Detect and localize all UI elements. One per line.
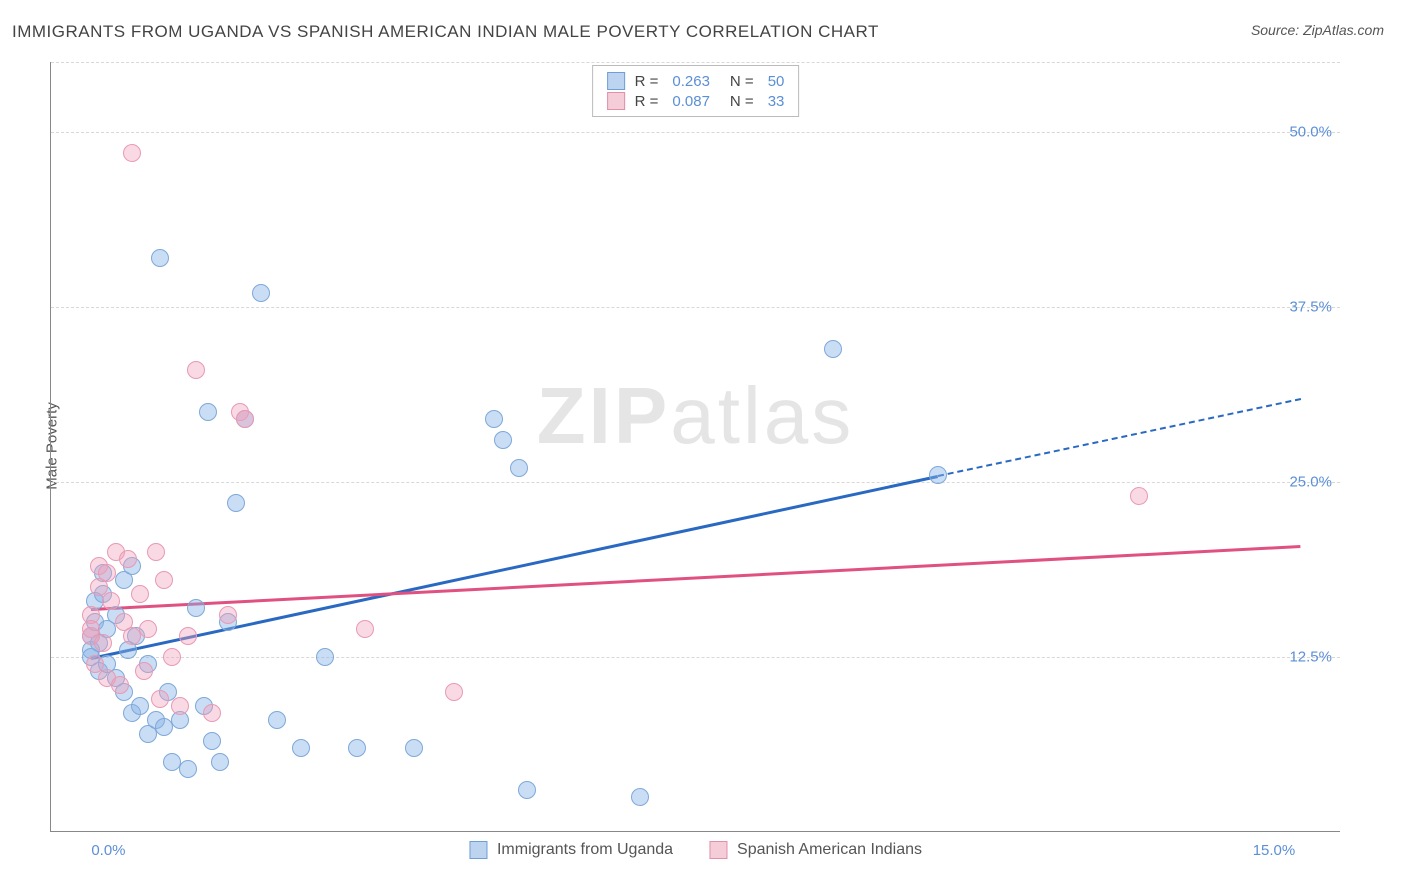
scatter-point-uganda [518, 781, 536, 799]
legend-swatch [607, 72, 625, 90]
scatter-point-uganda [631, 788, 649, 806]
scatter-point-spanish [135, 662, 153, 680]
scatter-point-uganda [292, 739, 310, 757]
watermark-bold: ZIP [537, 371, 670, 460]
gridline [51, 132, 1340, 133]
scatter-point-spanish [98, 564, 116, 582]
watermark-light: atlas [670, 371, 854, 460]
y-tick-label: 37.5% [1289, 299, 1332, 316]
trend-line-extension [938, 398, 1301, 477]
series-legend-label: Immigrants from Uganda [497, 841, 673, 859]
scatter-point-spanish [102, 592, 120, 610]
scatter-point-spanish [171, 697, 189, 715]
scatter-point-uganda [151, 249, 169, 267]
source-attribution: Source: ZipAtlas.com [1251, 22, 1384, 38]
scatter-point-spanish [119, 550, 137, 568]
scatter-point-uganda [179, 760, 197, 778]
legend-row: R = 0.263 N = 50 [607, 71, 785, 91]
scatter-point-spanish [187, 361, 205, 379]
scatter-point-uganda [485, 410, 503, 428]
x-tick-label: 15.0% [1253, 842, 1296, 859]
y-tick-label: 25.0% [1289, 474, 1332, 491]
x-tick-label: 0.0% [91, 842, 125, 859]
scatter-point-uganda [824, 340, 842, 358]
scatter-point-spanish [219, 606, 237, 624]
y-tick-label: 50.0% [1289, 124, 1332, 141]
scatter-point-uganda [268, 711, 286, 729]
scatter-point-uganda [131, 697, 149, 715]
legend-swatch [607, 92, 625, 110]
y-tick-label: 12.5% [1289, 649, 1332, 666]
scatter-point-spanish [94, 634, 112, 652]
legend-n-label: N = [730, 73, 754, 90]
gridline [51, 62, 1340, 63]
series-legend-item: Spanish American Indians [709, 841, 922, 859]
scatter-point-uganda [199, 403, 217, 421]
scatter-point-spanish [445, 683, 463, 701]
legend-n-label: N = [730, 93, 754, 110]
scatter-point-spanish [131, 585, 149, 603]
series-legend: Immigrants from Uganda Spanish American I… [469, 841, 922, 859]
scatter-point-uganda [211, 753, 229, 771]
scatter-point-spanish [1130, 487, 1148, 505]
scatter-point-spanish [163, 648, 181, 666]
scatter-point-spanish [147, 543, 165, 561]
gridline [51, 657, 1340, 658]
trend-line [91, 545, 1300, 610]
scatter-point-spanish [155, 571, 173, 589]
scatter-point-spanish [179, 627, 197, 645]
legend-swatch [469, 841, 487, 859]
chart-title: IMMIGRANTS FROM UGANDA VS SPANISH AMERIC… [12, 22, 879, 42]
legend-r-label: R = [635, 93, 659, 110]
scatter-point-uganda [405, 739, 423, 757]
legend-swatch [709, 841, 727, 859]
scatter-point-uganda [316, 648, 334, 666]
gridline [51, 482, 1340, 483]
series-legend-label: Spanish American Indians [737, 841, 922, 859]
scatter-point-spanish [236, 410, 254, 428]
legend-n-value: 33 [768, 93, 785, 110]
scatter-point-uganda [510, 459, 528, 477]
gridline [51, 307, 1340, 308]
scatter-point-spanish [139, 620, 157, 638]
scatter-point-uganda [187, 599, 205, 617]
legend-n-value: 50 [768, 73, 785, 90]
scatter-point-spanish [203, 704, 221, 722]
scatter-point-uganda [929, 466, 947, 484]
scatter-point-uganda [203, 732, 221, 750]
legend-r-value: 0.263 [672, 73, 710, 90]
scatter-point-uganda [227, 494, 245, 512]
legend-r-value: 0.087 [672, 93, 710, 110]
legend-row: R = 0.087 N = 33 [607, 91, 785, 111]
scatter-plot-area: ZIPatlas R =0.263N =50R =0.087N =33 Immi… [50, 62, 1340, 832]
watermark: ZIPatlas [537, 370, 854, 462]
scatter-point-spanish [123, 144, 141, 162]
scatter-point-spanish [151, 690, 169, 708]
scatter-point-uganda [494, 431, 512, 449]
scatter-point-uganda [252, 284, 270, 302]
trend-line [91, 475, 938, 659]
legend-r-label: R = [635, 73, 659, 90]
correlation-legend: R = 0.263 N = 50 R = 0.087 N = 33 [592, 65, 800, 117]
scatter-point-spanish [356, 620, 374, 638]
series-legend-item: Immigrants from Uganda [469, 841, 673, 859]
scatter-point-uganda [348, 739, 366, 757]
scatter-point-spanish [111, 676, 129, 694]
